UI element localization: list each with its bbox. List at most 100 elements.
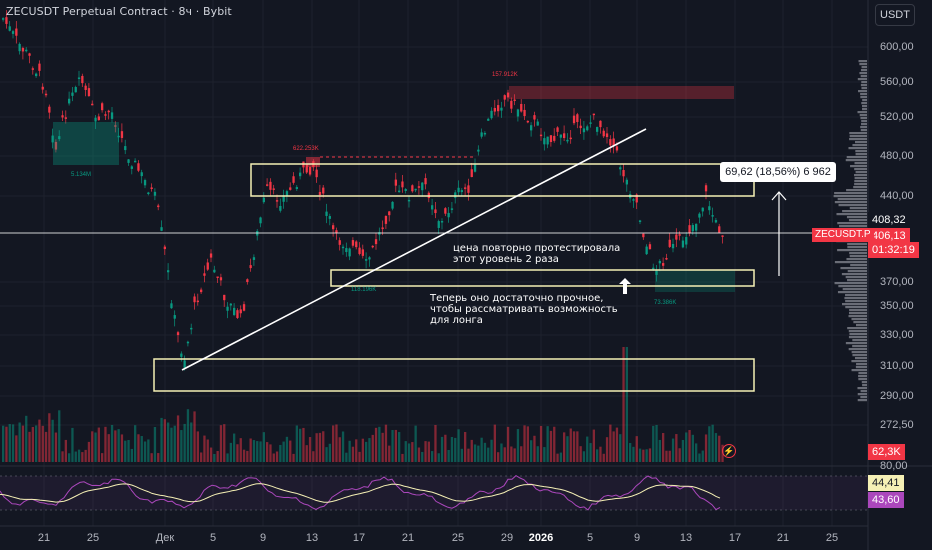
candle (691, 225, 694, 232)
candle (579, 125, 582, 129)
volume-bar (193, 411, 196, 462)
volume-bar (417, 447, 421, 462)
candle (609, 139, 612, 146)
candle (701, 207, 704, 212)
volume-bar (714, 433, 718, 462)
demand-zone-right (655, 270, 735, 292)
volume-profile-bar (852, 144, 867, 147)
volume-profile-bar (857, 399, 867, 402)
volume-profile-bar (834, 282, 867, 285)
volume-bar (71, 427, 74, 462)
volume-profile-bar (862, 105, 867, 108)
volume-bar (431, 451, 434, 462)
trendline[interactable] (181, 128, 647, 371)
candle (497, 105, 500, 112)
candle (619, 167, 622, 170)
candle (107, 110, 110, 113)
volume-profile-bar (859, 114, 867, 117)
clock-icon[interactable]: ⚡ (722, 444, 736, 458)
volume-bar (213, 453, 216, 462)
annotation-line: этот уровень 2 раза (453, 254, 559, 265)
price-tick: 310,00 (880, 360, 914, 372)
candle (279, 205, 282, 211)
candle (434, 209, 437, 214)
volume-profile-bar (846, 258, 867, 261)
demand-zone-left (53, 122, 119, 165)
candle (355, 241, 358, 248)
volume-profile-bar (850, 165, 867, 168)
volume-profile-bar (849, 132, 867, 135)
candle (196, 300, 199, 303)
measure-label[interactable]: 69,62 (18,56%) 6 962 (720, 162, 836, 182)
candle (642, 233, 645, 238)
volume-profile-bar (844, 297, 867, 300)
volume-profile-bar (841, 273, 867, 276)
candle (236, 310, 239, 318)
candle (602, 130, 605, 137)
candle (582, 128, 586, 133)
volume-bar (648, 448, 652, 462)
candle (64, 117, 67, 119)
volume-profile-bar (854, 162, 867, 165)
volume-bar (355, 439, 358, 462)
resistance-zone-box[interactable] (250, 163, 755, 197)
volume-bar (464, 431, 467, 462)
symbol-label: ZECUSDT.P (812, 228, 874, 242)
volume-bar (282, 441, 285, 462)
volume-bar (477, 445, 480, 462)
candle (176, 332, 180, 336)
annotation-strong: Теперь оно достаточно прочное, чтобы рас… (430, 293, 618, 326)
candle (338, 240, 341, 245)
volume-bar (87, 441, 91, 462)
volume-bar (259, 441, 262, 462)
volume-bar (510, 446, 513, 462)
volume-profile-bar (858, 375, 867, 378)
volume-bar (546, 426, 549, 462)
volume-profile-bar (853, 321, 867, 324)
volume-profile-bar (847, 246, 867, 249)
candle (671, 243, 675, 249)
volume-bar (140, 436, 143, 462)
volume-profile-bar (842, 288, 867, 291)
candle (652, 267, 655, 270)
candle (596, 127, 599, 132)
candle (589, 122, 592, 124)
price-tick: 330,00 (880, 329, 914, 341)
volume-profile-bar (854, 141, 867, 144)
volume-bar (487, 447, 490, 462)
volume-label-low-left: 118.196K (351, 287, 377, 293)
lower-zone-box[interactable] (153, 358, 755, 392)
candle (704, 185, 708, 192)
volume-bar (275, 451, 279, 462)
volume-bar (533, 435, 536, 462)
candle (460, 190, 463, 193)
volume-bar (25, 415, 28, 462)
time-tick: 25 (451, 532, 465, 544)
candle (335, 230, 338, 234)
volume-profile-bar (839, 225, 867, 228)
volume-bar (246, 450, 249, 462)
candle (275, 200, 279, 202)
volume-bar (163, 419, 166, 462)
candle (417, 186, 421, 188)
candle (718, 226, 721, 233)
candle (483, 132, 487, 135)
volume-profile-bar (860, 69, 867, 72)
volume-label-mid: 622.253K (293, 146, 319, 152)
volume-bar (312, 451, 315, 462)
time-tick: 5 (209, 532, 217, 544)
candle (130, 166, 133, 169)
support-zone-box[interactable] (330, 269, 755, 287)
candle (605, 133, 609, 138)
volume-bar (473, 444, 477, 462)
volume-bar (516, 429, 520, 462)
candle (262, 197, 265, 203)
volume-bar (101, 453, 104, 462)
currency-button[interactable]: USDT (875, 4, 915, 26)
candle (526, 120, 529, 123)
price-tick: 370,00 (880, 276, 914, 288)
candle (242, 304, 246, 311)
candle (68, 98, 71, 104)
candle (698, 213, 701, 218)
